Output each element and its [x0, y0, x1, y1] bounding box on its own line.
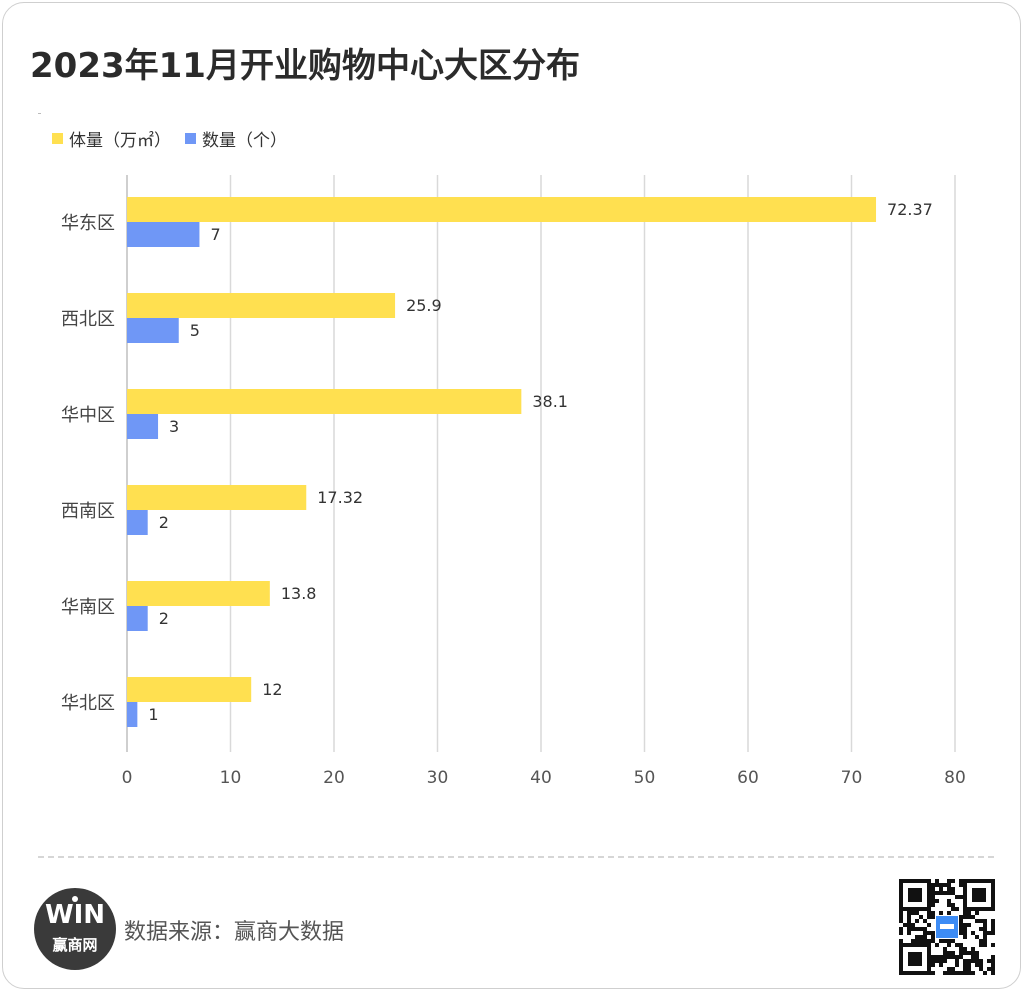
- x-tick-label: 0: [122, 768, 133, 788]
- data-label-count: 1: [148, 705, 158, 724]
- data-label-volume: 13.8: [281, 584, 317, 603]
- legend-label-volume: 体量（万㎡）: [69, 131, 171, 151]
- x-tick-label: 70: [841, 768, 863, 788]
- data-label-count: 7: [210, 225, 220, 244]
- data-label-count: 2: [159, 609, 169, 628]
- x-tick-label: 20: [323, 768, 345, 788]
- legend-swatch-count: [185, 133, 196, 144]
- x-tick-label: 30: [427, 768, 449, 788]
- data-label-volume: 38.1: [532, 392, 568, 411]
- bar-volume: [127, 197, 877, 222]
- bar-volume: [127, 485, 307, 510]
- chart-title: 2023年11月开业购物中心大区分布: [30, 46, 580, 86]
- x-tick-label: 40: [530, 768, 552, 788]
- logo-name: 赢商网: [52, 936, 98, 954]
- category-label: 华南区: [61, 597, 115, 618]
- legend-item-volume: 体量（万㎡）: [52, 126, 171, 151]
- qr-code-icon: [899, 879, 995, 975]
- category-label: 华中区: [61, 405, 115, 426]
- data-label-count: 3: [169, 417, 179, 436]
- category-label: 华北区: [61, 693, 115, 714]
- category-label: 西南区: [61, 501, 115, 522]
- legend-swatch-volume: [52, 133, 63, 144]
- category-label: 西北区: [61, 309, 115, 330]
- logo-mark: WIN: [34, 896, 116, 930]
- legend-item-count: 数量（个）: [185, 126, 287, 151]
- x-tick-label: 60: [737, 768, 759, 788]
- x-tick-label: 50: [634, 768, 656, 788]
- data-label-volume: 12: [262, 680, 282, 699]
- brand-logo: WIN 赢商网: [34, 888, 116, 970]
- bar-count: [127, 414, 159, 439]
- legend: 体量（万㎡） 数量（个）: [52, 126, 301, 151]
- legend-label-count: 数量（个）: [202, 131, 287, 151]
- category-label: 华东区: [61, 213, 115, 234]
- bar-count: [127, 318, 179, 343]
- bar-volume: [127, 581, 270, 606]
- bar-volume: [127, 389, 522, 414]
- data-label-volume: 25.9: [406, 296, 442, 315]
- data-label-count: 2: [159, 513, 169, 532]
- bar-count: [127, 702, 138, 727]
- footer-divider: [38, 856, 994, 858]
- bar-count: [127, 606, 148, 631]
- x-tick-label: 80: [944, 768, 966, 788]
- data-source: 数据来源：赢商大数据: [124, 920, 345, 945]
- decorative-dash: [38, 113, 41, 114]
- data-label-count: 5: [190, 321, 200, 340]
- bar-count: [127, 222, 200, 247]
- bar-count: [127, 510, 148, 535]
- data-label-volume: 72.37: [887, 200, 933, 219]
- x-tick-label: 10: [220, 768, 242, 788]
- data-label-volume: 17.32: [317, 488, 363, 507]
- bar-volume: [127, 293, 396, 318]
- bar-volume: [127, 677, 252, 702]
